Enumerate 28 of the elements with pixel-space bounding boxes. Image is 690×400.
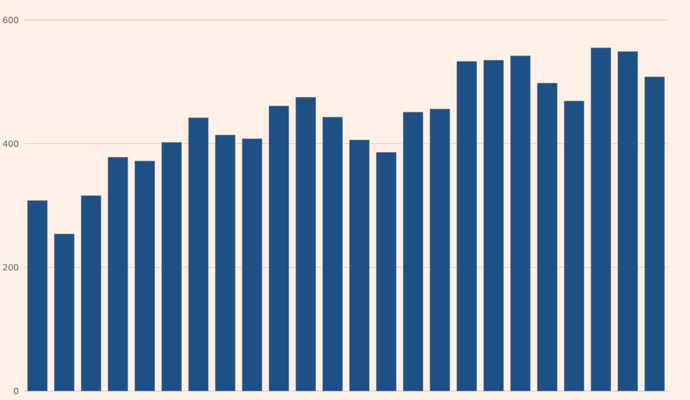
bar [215, 134, 236, 392]
bar [296, 97, 316, 392]
bar [322, 116, 343, 392]
bar [349, 140, 370, 392]
bar [54, 234, 74, 392]
y-tick-label: 400 [2, 140, 18, 147]
bar [268, 106, 290, 392]
bar [134, 160, 155, 392]
y-tick-label: 200 [3, 264, 18, 271]
bar [27, 200, 48, 392]
bar [80, 195, 102, 392]
bar [108, 157, 128, 392]
bar [564, 100, 584, 392]
y-tick-label: 0 [14, 388, 18, 394]
bar [644, 76, 665, 392]
bar [161, 142, 182, 392]
bar [402, 112, 424, 392]
bar [430, 108, 450, 392]
bar [376, 152, 396, 392]
bar [618, 51, 638, 392]
bar [590, 48, 612, 392]
bar [188, 117, 209, 392]
bar [483, 60, 504, 392]
bar [242, 138, 262, 392]
bar [510, 56, 531, 392]
y-tick-label: 600 [3, 16, 18, 24]
bar [456, 61, 477, 392]
bar [537, 82, 558, 392]
